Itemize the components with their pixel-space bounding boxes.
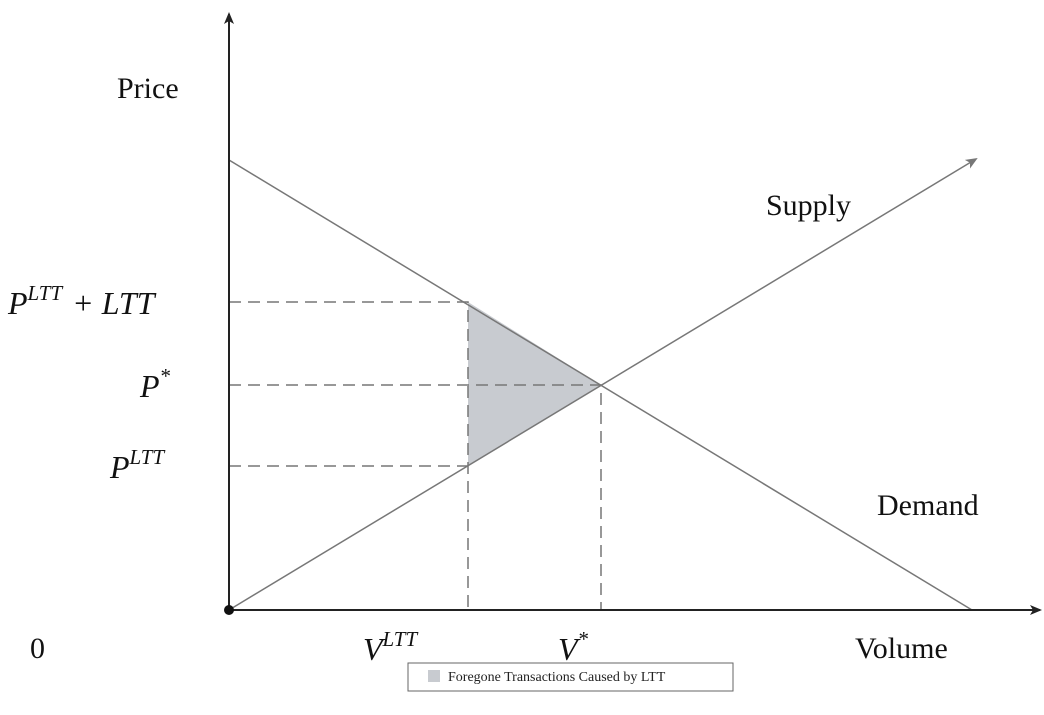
legend-box xyxy=(407,662,734,692)
foregone-area xyxy=(468,302,601,466)
guide-upper xyxy=(229,301,469,610)
legend: Foregone Transactions Caused by LTT xyxy=(407,662,734,692)
y-title: Price xyxy=(117,72,179,105)
origin-dot xyxy=(224,605,234,615)
x-title: Volume xyxy=(855,632,948,665)
x-label: V* xyxy=(558,627,589,667)
origin-label: 0 xyxy=(30,632,45,665)
supply-label: Supply xyxy=(766,189,851,222)
legend-label: Foregone Transactions Caused by LTT xyxy=(448,670,666,685)
demand-label: Demand xyxy=(877,489,979,522)
legend-swatch xyxy=(428,670,440,682)
y-label: PLTT xyxy=(109,445,165,485)
y-label: P* xyxy=(139,364,171,404)
y-label: PLTT + LTT xyxy=(7,281,157,321)
supply-line xyxy=(228,157,978,611)
x-label: VLTT xyxy=(363,627,418,667)
